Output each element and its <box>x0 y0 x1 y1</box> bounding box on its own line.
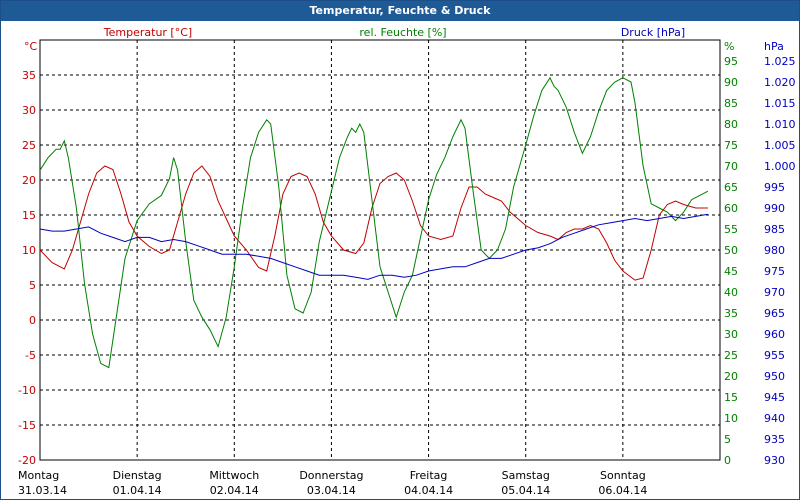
humidity-tick-label: 55 <box>724 223 738 236</box>
pressure-tick-label: 1.010 <box>764 118 796 131</box>
x-tick-day-label: Sonntag <box>600 469 646 482</box>
x-tick-day-label: Freitag <box>410 469 448 482</box>
temperature-tick-label: -5 <box>25 349 36 362</box>
pressure-tick-label: 1.015 <box>764 97 796 110</box>
x-tick-day-label: Donnerstag <box>299 469 363 482</box>
humidity-tick-label: 10 <box>724 412 738 425</box>
pressure-tick-label: 980 <box>764 244 785 257</box>
series-line-humidity <box>39 76 709 369</box>
series-line-temperature <box>39 165 708 281</box>
pressure-axis-title: Druck [hPa] <box>621 26 685 39</box>
humidity-unit-label: % <box>724 40 734 53</box>
humidity-tick-label: 50 <box>724 244 738 257</box>
x-tick-day-label: Montag <box>18 469 59 482</box>
pressure-tick-label: 940 <box>764 412 785 425</box>
x-tick-date-label: 06.04.14 <box>598 484 647 497</box>
x-tick-date-label: 01.04.14 <box>113 484 162 497</box>
x-tick-day-label: Dienstag <box>113 469 162 482</box>
temperature-tick-label: 35 <box>22 69 36 82</box>
humidity-tick-label: 0 <box>724 454 731 467</box>
humidity-tick-label: 85 <box>724 97 738 110</box>
humidity-tick-label: 60 <box>724 202 738 215</box>
humidity-tick-label: 75 <box>724 139 738 152</box>
temperature-tick-label: -15 <box>18 419 36 432</box>
temperature-tick-label: 15 <box>22 209 36 222</box>
pressure-tick-label: 975 <box>764 265 785 278</box>
temperature-tick-label: -10 <box>18 384 36 397</box>
pressure-tick-label: 935 <box>764 433 785 446</box>
series-line-pressure <box>39 213 708 280</box>
humidity-tick-label: 25 <box>724 349 738 362</box>
x-tick-date-label: 03.04.14 <box>307 484 356 497</box>
temperature-tick-label: 0 <box>29 314 36 327</box>
humidity-tick-label: 20 <box>724 370 738 383</box>
temperature-unit-label: °C <box>24 40 38 53</box>
pressure-tick-label: 1.025 <box>764 55 796 68</box>
pressure-unit-label: hPa <box>764 40 784 53</box>
temperature-axis-title: Temperatur [°C] <box>103 26 192 39</box>
humidity-tick-label: 90 <box>724 76 738 89</box>
x-tick-date-label: 05.04.14 <box>501 484 550 497</box>
x-tick-date-label: 02.04.14 <box>210 484 259 497</box>
pressure-tick-label: 945 <box>764 391 785 404</box>
x-tick-date-label: 04.04.14 <box>404 484 453 497</box>
temperature-tick-label: 25 <box>22 139 36 152</box>
series-lines <box>39 76 709 369</box>
pressure-tick-label: 930 <box>764 454 785 467</box>
humidity-axis-title: rel. Feuchte [%] <box>359 26 446 39</box>
pressure-tick-label: 1.000 <box>764 160 796 173</box>
pressure-tick-label: 955 <box>764 349 785 362</box>
chart-title: Temperatur, Feuchte & Druck <box>309 4 491 17</box>
temperature-tick-label: 10 <box>22 244 36 257</box>
humidity-tick-label: 30 <box>724 328 738 341</box>
humidity-tick-label: 35 <box>724 307 738 320</box>
pressure-tick-label: 1.005 <box>764 139 796 152</box>
pressure-tick-label: 985 <box>764 223 785 236</box>
pressure-tick-label: 1.020 <box>764 76 796 89</box>
pressure-tick-label: 965 <box>764 307 785 320</box>
pressure-tick-label: 970 <box>764 286 785 299</box>
temperature-tick-label: -20 <box>18 454 36 467</box>
pressure-tick-label: 995 <box>764 181 785 194</box>
x-tick-day-label: Mittwoch <box>209 469 259 482</box>
temperature-tick-label: 30 <box>22 104 36 117</box>
x-tick-day-label: Samstag <box>502 469 550 482</box>
pressure-tick-label: 990 <box>764 202 785 215</box>
humidity-tick-label: 5 <box>724 433 731 446</box>
humidity-tick-label: 40 <box>724 286 738 299</box>
humidity-tick-label: 70 <box>724 160 738 173</box>
humidity-tick-label: 45 <box>724 265 738 278</box>
humidity-tick-label: 95 <box>724 55 738 68</box>
x-tick-date-label: 31.03.14 <box>18 484 67 497</box>
temperature-tick-label: 5 <box>29 279 36 292</box>
humidity-tick-label: 15 <box>724 391 738 404</box>
temperature-tick-label: 20 <box>22 174 36 187</box>
chart-title-bar: Temperatur, Feuchte & Druck <box>1 1 799 21</box>
pressure-tick-label: 960 <box>764 328 785 341</box>
humidity-tick-label: 80 <box>724 118 738 131</box>
grid-lines <box>39 39 721 461</box>
pressure-tick-label: 950 <box>764 370 785 383</box>
axes: -20 -15 -10 -5 0 5 10 15 20 25 30 35 °C 0 5 10 15 20 25 30 3… <box>18 26 796 497</box>
humidity-tick-label: 65 <box>724 181 738 194</box>
